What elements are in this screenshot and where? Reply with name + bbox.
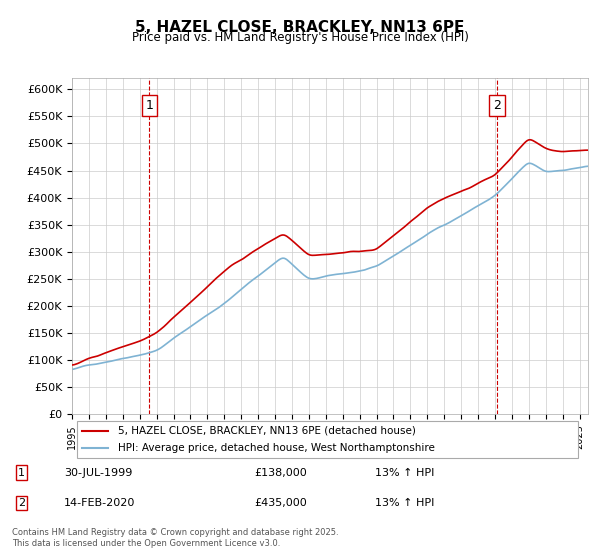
Text: Contains HM Land Registry data © Crown copyright and database right 2025.
This d: Contains HM Land Registry data © Crown c… (12, 528, 338, 548)
Text: HPI: Average price, detached house, West Northamptonshire: HPI: Average price, detached house, West… (118, 443, 436, 453)
Text: 2: 2 (493, 99, 501, 112)
FancyBboxPatch shape (77, 421, 578, 459)
Text: 13% ↑ HPI: 13% ↑ HPI (375, 498, 434, 508)
Text: 2: 2 (18, 498, 25, 508)
Text: Price paid vs. HM Land Registry's House Price Index (HPI): Price paid vs. HM Land Registry's House … (131, 31, 469, 44)
Text: £138,000: £138,000 (254, 468, 307, 478)
Text: 1: 1 (145, 99, 153, 112)
Text: 30-JUL-1999: 30-JUL-1999 (64, 468, 132, 478)
Text: £435,000: £435,000 (254, 498, 307, 508)
Text: 13% ↑ HPI: 13% ↑ HPI (375, 468, 434, 478)
Text: 14-FEB-2020: 14-FEB-2020 (64, 498, 135, 508)
Text: 1: 1 (18, 468, 25, 478)
Text: 5, HAZEL CLOSE, BRACKLEY, NN13 6PE (detached house): 5, HAZEL CLOSE, BRACKLEY, NN13 6PE (deta… (118, 426, 416, 436)
Text: 5, HAZEL CLOSE, BRACKLEY, NN13 6PE: 5, HAZEL CLOSE, BRACKLEY, NN13 6PE (136, 20, 464, 35)
